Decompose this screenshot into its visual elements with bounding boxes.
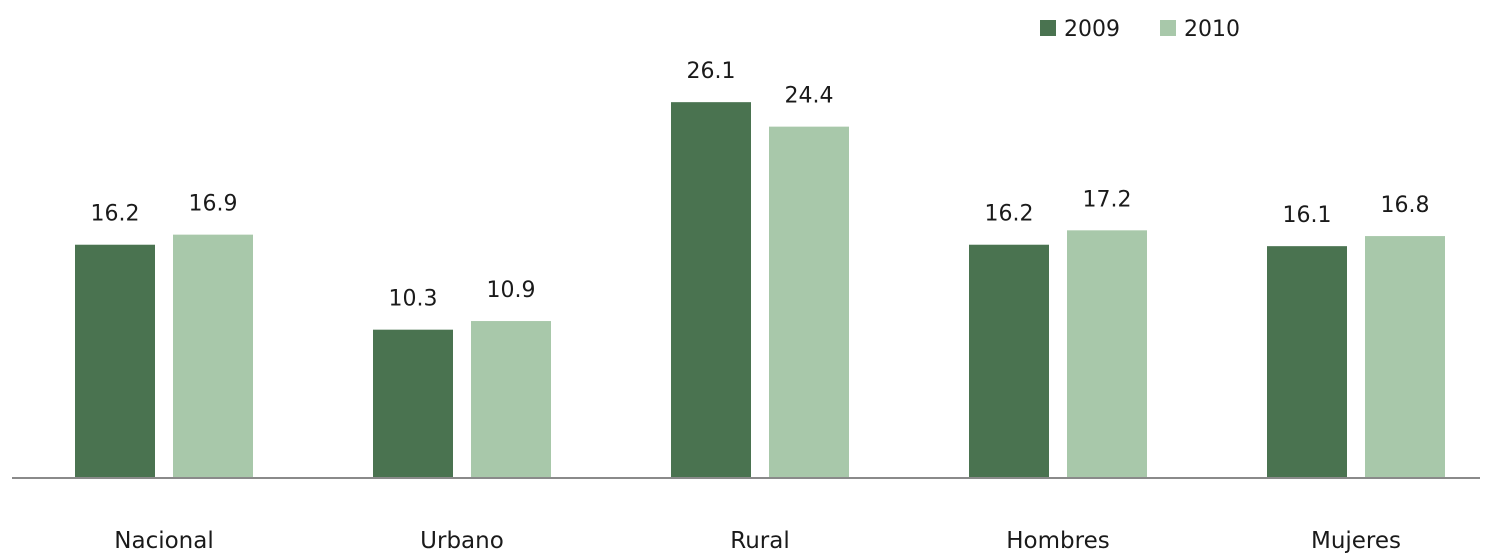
bar-nacional-2009 [75, 244, 155, 478]
bar-urbano-2009 [373, 329, 453, 478]
bars-layer [75, 102, 1445, 478]
bar-hombres-2009 [969, 244, 1049, 478]
data-label-mujeres-2010: 16.8 [1381, 193, 1430, 218]
x-tick-label-nacional: Nacional [114, 528, 213, 554]
data-label-urbano-2010: 10.9 [487, 278, 536, 303]
legend-label-2010: 2010 [1184, 17, 1240, 42]
data-label-rural-2009: 26.1 [687, 59, 736, 84]
data-labels-layer: 16.2 16.9 10.3 10.9 26.1 24.4 16.2 17.2 16.1 16.8 [91, 59, 1430, 312]
data-label-rural-2010: 24.4 [785, 84, 834, 109]
data-label-nacional-2009: 16.2 [91, 202, 140, 227]
bar-rural-2009 [671, 102, 751, 478]
legend-swatch-2010 [1160, 20, 1176, 36]
data-label-hombres-2010: 17.2 [1083, 187, 1132, 212]
data-label-hombres-2009: 16.2 [985, 202, 1034, 227]
x-tick-label-rural: Rural [730, 528, 789, 554]
legend-swatch-2009 [1040, 20, 1056, 36]
data-label-urbano-2009: 10.3 [389, 287, 438, 312]
legend-label-2009: 2009 [1064, 17, 1120, 42]
x-tick-label-mujeres: Mujeres [1311, 528, 1401, 554]
bar-hombres-2010 [1067, 230, 1147, 478]
bar-rural-2010 [769, 126, 849, 478]
bar-mujeres-2009 [1267, 246, 1347, 478]
bar-nacional-2010 [173, 234, 253, 478]
legend: 2009 2010 [1040, 17, 1240, 42]
bar-urbano-2010 [471, 321, 551, 478]
x-tick-labels: Nacional Urbano Rural Hombres Mujeres [114, 528, 1401, 554]
bar-mujeres-2010 [1365, 236, 1445, 478]
x-tick-label-hombres: Hombres [1006, 528, 1109, 554]
x-tick-label-urbano: Urbano [420, 528, 504, 554]
data-label-nacional-2010: 16.9 [189, 192, 238, 217]
data-label-mujeres-2009: 16.1 [1283, 203, 1332, 228]
